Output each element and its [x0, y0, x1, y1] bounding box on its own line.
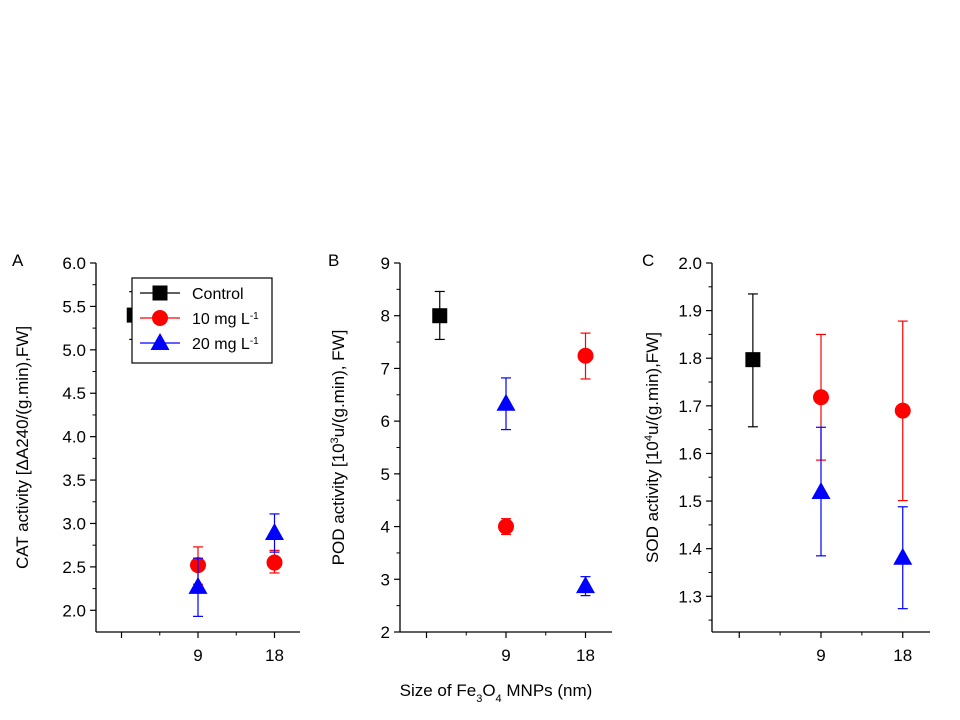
y-axis-title: POD activity [103u/(g.min), FW]	[329, 330, 348, 566]
data-point	[745, 352, 761, 368]
y-tick-label: 8	[381, 307, 390, 326]
panel-c: 1.3 1.4 1.5 1.6 1.7 1.8 1.9 2.0 9 18 C SOD activity…	[642, 251, 930, 665]
data-point	[894, 402, 911, 419]
data-point	[498, 518, 514, 535]
y-tick-label: 1.7	[678, 397, 702, 416]
y-tick-label: 3.5	[62, 471, 86, 490]
legend-marker	[152, 285, 168, 301]
panel-letter: B	[328, 251, 339, 270]
panel-letter: C	[642, 251, 654, 270]
x-tick-label: 18	[576, 646, 595, 665]
x-tick-label: 9	[816, 646, 825, 665]
y-tick-label: 1.9	[678, 302, 702, 321]
panel-b: 2 3 4 5 6 7 8 9 9 18 B POD activity [103u/(g.min), …	[328, 251, 612, 665]
y-tick-label: 3	[381, 570, 390, 589]
series-10mg	[190, 546, 283, 585]
x-tick-label: 18	[893, 646, 912, 665]
y-tick-label: 1.4	[678, 540, 702, 559]
data-point	[266, 554, 283, 571]
y-tick-label: 2.5	[62, 558, 86, 577]
y-tick-label: 3.0	[62, 514, 86, 533]
series-10mg	[498, 332, 594, 536]
y-tick-label: 5.5	[62, 297, 86, 316]
data-point	[265, 523, 284, 541]
legend-marker	[152, 310, 168, 326]
y-tick-label: 4.5	[62, 384, 86, 403]
panel-letter: A	[12, 251, 24, 270]
x-tick-label: 18	[265, 646, 284, 665]
data-point	[432, 308, 448, 324]
y-tick-label: 4	[381, 518, 390, 537]
y-tick-label: 7	[381, 359, 390, 378]
y-tick-label: 2.0	[678, 254, 702, 273]
legend-label: 20 mg L-1	[192, 336, 259, 354]
legend-marker	[150, 333, 170, 350]
y-axis-title: CAT activity [ΔA240/(g.min),FW]	[13, 326, 32, 569]
y-axis-title: SOD activity [104u/(g.min),FW]	[643, 332, 662, 563]
legend: Control 10 mg L-1 20 mg L-1	[131, 277, 273, 364]
y-tick-label: 1.5	[678, 492, 702, 511]
y-tick-label: 2.0	[62, 601, 86, 620]
panel-a: 2.0 2.5 3.0 3.5 4.0 4.5 5.0 5.5 6.0 9 18 A CAT activ…	[12, 251, 300, 665]
data-point	[893, 547, 913, 565]
data-point	[577, 347, 594, 364]
data-point	[813, 389, 829, 406]
y-tick-label: 6.0	[62, 254, 86, 273]
y-tick-label: 6	[381, 412, 390, 431]
series-20mg	[496, 377, 595, 597]
y-tick-label: 9	[381, 254, 390, 273]
data-point	[496, 393, 516, 411]
data-point	[188, 576, 208, 594]
series-control	[432, 290, 448, 341]
y-tick-label: 1.6	[678, 444, 702, 463]
x-tick-label: 9	[501, 646, 510, 665]
y-tick-label: 4.0	[62, 428, 86, 447]
data-point	[576, 576, 595, 594]
data-point	[811, 482, 831, 500]
series-10mg	[813, 320, 911, 502]
x-tick-label: 9	[193, 646, 202, 665]
series-control	[745, 293, 761, 428]
series-20mg	[188, 513, 284, 617]
legend-label: Control	[192, 286, 244, 303]
y-tick-label: 1.3	[678, 587, 702, 606]
y-tick-label: 2	[381, 623, 390, 642]
x-axis-title: Size of Fe3O4 MNPs (nm)	[400, 681, 593, 705]
y-tick-label: 1.8	[678, 349, 702, 368]
y-tick-label: 5	[381, 465, 390, 484]
y-tick-label: 5.0	[62, 341, 86, 360]
series-20mg	[811, 426, 913, 610]
legend-label: 10 mg L-1	[192, 311, 259, 329]
